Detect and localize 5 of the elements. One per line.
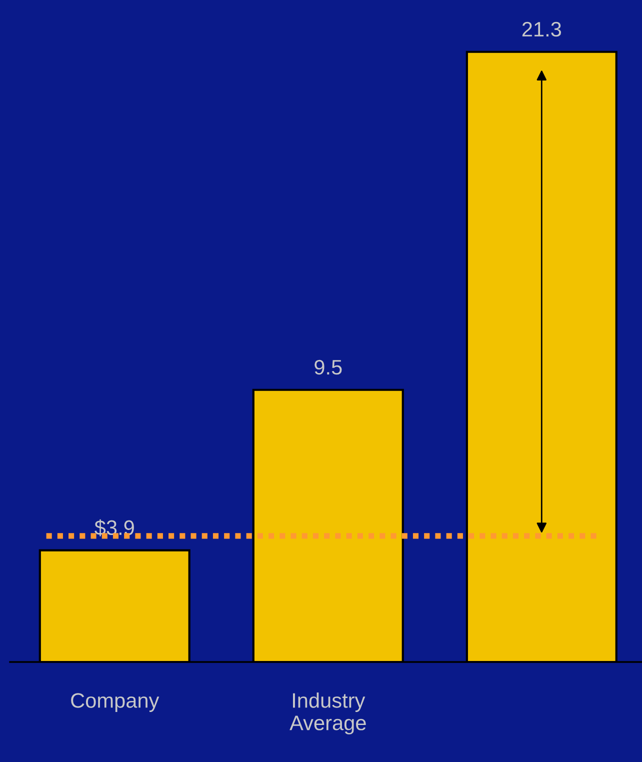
- data-label: 21.3: [522, 22, 562, 37]
- data-label: $3.9: [94, 519, 134, 536]
- x-tick-label: Company: [71, 693, 160, 712]
- x-tick-label: Industry Average: [290, 692, 366, 734]
- data-label: 9.5: [314, 360, 342, 375]
